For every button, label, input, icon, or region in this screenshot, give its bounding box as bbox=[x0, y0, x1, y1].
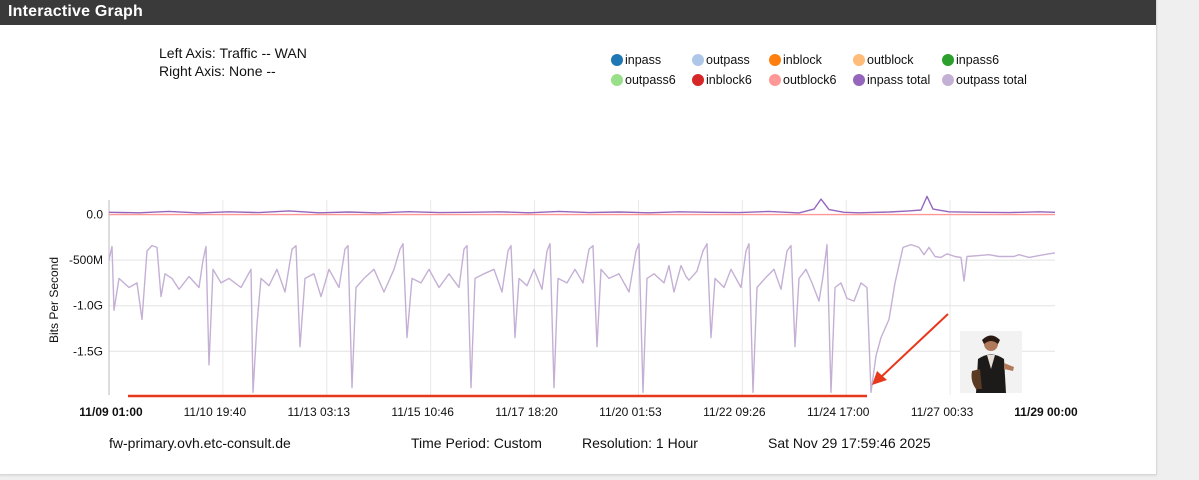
legend-item-inpass-total[interactable]: inpass total bbox=[853, 72, 930, 88]
series-line-inpass-total bbox=[108, 195, 1056, 214]
legend-label: outpass total bbox=[956, 73, 1027, 87]
y-tick-label: -500M bbox=[69, 253, 103, 267]
legend-item-inpass6[interactable]: inpass6 bbox=[942, 52, 999, 68]
panel-header: Interactive Graph bbox=[0, 0, 1156, 25]
annotation-arrow bbox=[879, 313, 949, 379]
legend-dot-icon bbox=[611, 54, 623, 66]
legend-item-inblock6[interactable]: inblock6 bbox=[692, 72, 752, 88]
legend-dot-icon bbox=[942, 54, 954, 66]
legend-dot-icon bbox=[942, 74, 954, 86]
x-tick-label: 11/22 09:26 bbox=[703, 405, 766, 419]
legend-label: inblock6 bbox=[706, 73, 752, 87]
graph-panel: Interactive Graph Left Axis: Traffic -- … bbox=[0, 0, 1157, 475]
legend-label: inpass bbox=[625, 53, 662, 67]
x-tick-label: 11/13 03:13 bbox=[288, 405, 351, 419]
legend-dot-icon bbox=[769, 54, 781, 66]
legend-label: inpass6 bbox=[956, 53, 1000, 67]
legend-label: outpass bbox=[706, 53, 750, 67]
x-tick-label: 11/20 01:53 bbox=[599, 405, 662, 419]
y-axis-label: Bits Per Second bbox=[47, 257, 61, 343]
legend-dot-icon bbox=[853, 74, 865, 86]
legend-item-outblock6[interactable]: outblock6 bbox=[769, 72, 837, 88]
legend-item-inblock[interactable]: inblock bbox=[769, 52, 822, 68]
x-tick-label: 11/10 19:40 bbox=[184, 405, 247, 419]
right-axis-info: Right Axis: None -- bbox=[159, 63, 276, 79]
y-tick-label: -1.5G bbox=[73, 344, 103, 358]
legend-label: outpass6 bbox=[625, 73, 676, 87]
traffic-chart: 0.0 -500M -1.0G -1.5G 11/09 01:00 11/10 19:4… bbox=[47, 195, 1078, 419]
legend-label: outblock6 bbox=[783, 73, 837, 87]
footer-resolution: Resolution: 1 Hour bbox=[582, 435, 698, 451]
annotation-arrowhead-icon bbox=[872, 371, 887, 385]
legend-item-outblock[interactable]: outblock bbox=[853, 52, 914, 68]
meme-image bbox=[960, 331, 1022, 393]
legend-label: outblock bbox=[867, 53, 914, 67]
legend-label: inblock bbox=[783, 53, 822, 67]
legend-dot-icon bbox=[611, 74, 623, 86]
x-tick-label: 11/17 18:20 bbox=[495, 405, 558, 419]
legend-dot-icon bbox=[853, 54, 865, 66]
legend-item-inpass[interactable]: inpass bbox=[611, 52, 661, 68]
legend-dot-icon bbox=[692, 54, 704, 66]
axis-info: Left Axis: Traffic -- WAN Right Axis: No… bbox=[159, 44, 307, 80]
legend-dot-icon bbox=[769, 74, 781, 86]
legend-label: inpass total bbox=[867, 73, 931, 87]
footer-host: fw-primary.ovh.etc-consult.de bbox=[109, 435, 291, 451]
x-tick-label: 11/29 00:00 bbox=[1014, 405, 1078, 419]
x-tick-label: 11/15 10:46 bbox=[391, 405, 454, 419]
footer-time-period: Time Period: Custom bbox=[411, 435, 542, 451]
y-tick-label: -1.0G bbox=[73, 299, 103, 313]
legend-item-outpass[interactable]: outpass bbox=[692, 52, 750, 68]
x-tick-label: 11/27 00:33 bbox=[911, 405, 974, 419]
legend-dot-icon bbox=[692, 74, 704, 86]
footer-timestamp: Sat Nov 29 17:59:46 2025 bbox=[768, 435, 931, 451]
x-tick-label: 11/24 17:00 bbox=[807, 405, 870, 419]
series-line-outpass-total bbox=[108, 243, 1056, 393]
panel-title: Interactive Graph bbox=[8, 3, 144, 20]
y-tick-label: 0.0 bbox=[86, 208, 103, 222]
legend-item-outpass-total[interactable]: outpass total bbox=[942, 72, 1027, 88]
legend-item-outpass6[interactable]: outpass6 bbox=[611, 72, 676, 88]
left-axis-info: Left Axis: Traffic -- WAN bbox=[159, 45, 307, 61]
x-tick-label: 11/09 01:00 bbox=[79, 405, 143, 419]
